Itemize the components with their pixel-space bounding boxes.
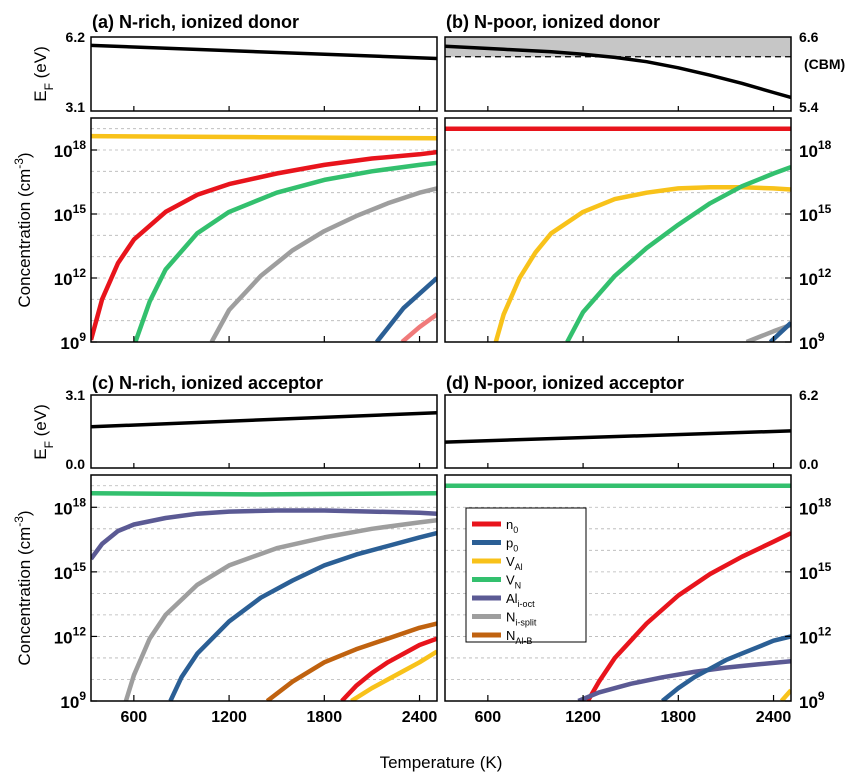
legend-item-NAlB: NAl-B — [472, 628, 532, 646]
conc-ylabel-bottom: Concentration (cm-3) — [12, 510, 34, 665]
ef-tick-label: 6.2 — [799, 387, 819, 403]
ef-tick-label: 6.6 — [799, 29, 819, 45]
series-n0 — [585, 531, 791, 701]
legend-label: NAl-B — [506, 628, 532, 646]
series-p0 — [168, 530, 437, 701]
x-tick-label: 1200 — [565, 709, 601, 726]
plot-area: 6.2 3.1 109 1012 1015 1018 6.6 5.4 109 1012 1015 10… — [54, 29, 832, 726]
log-tick-label: 1015 — [54, 560, 87, 583]
legend-item-Nsplit: Ni-split — [472, 610, 537, 628]
series-VAl — [779, 688, 791, 701]
ef-tick-label: 0.0 — [799, 456, 819, 472]
log-tick-label: 1012 — [799, 624, 832, 647]
panel-a-title: (a) N-rich, ionized donor — [92, 12, 299, 32]
panel-d: 6.2 0.0 109 1012 1015 1018 600 1200 1800 2400 — [444, 387, 832, 726]
panel-c: 3.1 0.0 109 1012 1015 1018 600 1200 1800 2400 — [54, 387, 438, 726]
log-tick-label: 1018 — [799, 138, 832, 161]
x-tick-label: 2400 — [402, 709, 438, 726]
conc-frame — [90, 117, 438, 343]
log-tick-label: 1012 — [799, 266, 832, 289]
conduction-band-region — [445, 37, 791, 57]
legend-label: Ni-split — [506, 610, 537, 628]
log-tick-label: 1018 — [54, 495, 87, 518]
panel-c-title: (c) N-rich, ionized acceptor — [92, 373, 323, 393]
legend-label: n0 — [506, 517, 518, 535]
ef-ylabel-top: EF (eV) — [31, 46, 56, 102]
x-tick-label: 1800 — [661, 709, 697, 726]
fermi-level-line — [445, 429, 791, 444]
log-tick-label: 109 — [799, 330, 825, 353]
legend-item-p0: p0 — [472, 536, 518, 554]
ef-tick-label: 3.1 — [66, 387, 86, 403]
series-Aloct — [577, 658, 791, 701]
ef-tick-label: 6.2 — [66, 29, 86, 45]
log-tick-label: 1018 — [799, 495, 832, 518]
panel-b: 6.6 5.4 109 1012 1015 1018 — [444, 29, 832, 353]
log-tick-label: 1015 — [799, 560, 832, 583]
log-tick-label: 109 — [60, 330, 86, 353]
x-tick-label: 1200 — [211, 709, 247, 726]
ef-tick-label: 5.4 — [799, 99, 819, 115]
series-NAlB — [265, 621, 437, 701]
series-VAl — [91, 133, 437, 141]
series-p0 — [660, 634, 791, 701]
fermi-level-line — [91, 43, 437, 61]
series-n0 — [340, 636, 437, 701]
x-tick-label: 600 — [121, 709, 148, 726]
series-VN — [91, 491, 437, 497]
legend-item-VAl: VAl — [472, 554, 523, 572]
conc-frame — [444, 117, 792, 343]
legend-label: VAl — [506, 554, 523, 572]
series-VN — [133, 160, 437, 342]
series-NAlB — [400, 312, 437, 342]
series-n0 — [91, 149, 437, 341]
panel-d-title: (d) N-poor, ionized acceptor — [446, 373, 684, 393]
series-Aloct — [91, 508, 437, 561]
cbm-label: (CBM) — [804, 56, 845, 72]
legend-label: Ali-oct — [506, 591, 535, 609]
series-Nsplit — [209, 186, 437, 342]
ef-frame — [90, 394, 438, 469]
ef-tick-label: 0.0 — [66, 456, 86, 472]
conc-frame — [444, 474, 792, 702]
series-VAl — [350, 649, 437, 701]
log-tick-label: 1015 — [799, 202, 832, 225]
legend-item-VN: VN — [472, 573, 521, 591]
x-tick-label: 2400 — [756, 709, 792, 726]
ef-ylabel-bottom: EF (eV) — [31, 404, 56, 460]
fermi-level-line — [91, 410, 437, 429]
ef-tick-label: 3.1 — [66, 99, 86, 115]
log-tick-label: 109 — [60, 689, 86, 712]
series-Nsplit — [123, 517, 437, 701]
x-tick-label: 600 — [475, 709, 502, 726]
conc-ylabel-top: Concentration (cm-3) — [12, 152, 34, 307]
panel-b-title: (b) N-poor, ionized donor — [446, 12, 660, 32]
conc-frame — [90, 474, 438, 702]
ef-frame — [444, 36, 792, 112]
series-VN — [565, 164, 791, 342]
legend-item-n0: n0 — [472, 517, 518, 535]
log-tick-label: 109 — [799, 689, 825, 712]
series-VAl — [493, 185, 791, 342]
legend-label: VN — [506, 573, 521, 591]
legend-item-Aloct: Ali-oct — [472, 591, 535, 609]
log-tick-label: 1012 — [54, 624, 87, 647]
ef-frame — [444, 394, 792, 469]
fermi-level-line — [445, 44, 791, 100]
legend-label: p0 — [506, 536, 518, 554]
series-p0 — [374, 276, 437, 342]
log-tick-label: 1012 — [54, 266, 87, 289]
log-tick-label: 1018 — [54, 138, 87, 161]
log-tick-label: 1015 — [54, 202, 87, 225]
panel-a: 6.2 3.1 109 1012 1015 1018 — [54, 29, 438, 353]
x-tick-label: 1800 — [307, 709, 343, 726]
ef-frame — [90, 36, 438, 112]
x-axis-title: Temperature (K) — [380, 753, 503, 772]
